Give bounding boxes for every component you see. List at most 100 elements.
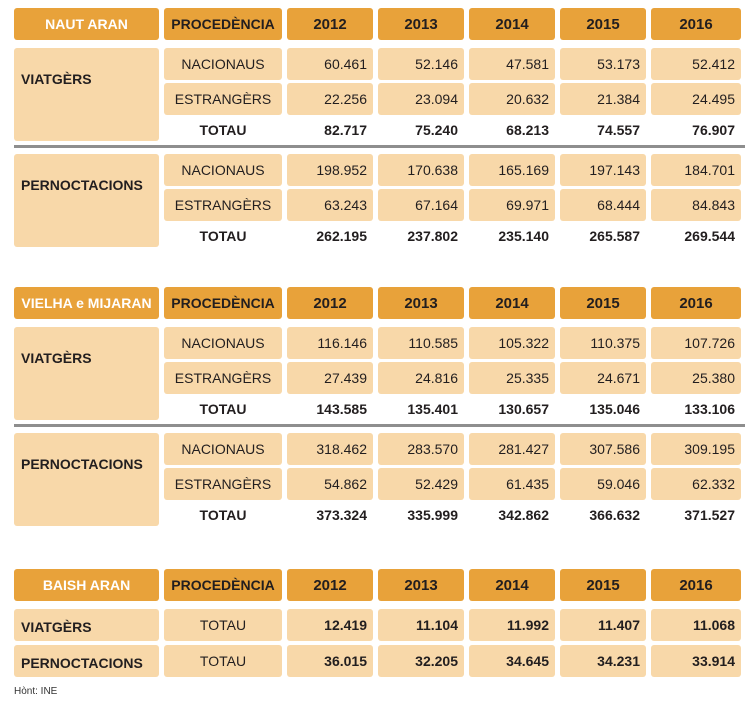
estrangers-value: 52.429: [378, 468, 464, 500]
total-label: TOTAU: [199, 506, 247, 523]
nacionaus-value: 283.570: [378, 433, 464, 465]
estrangers-value: 25.380: [651, 362, 741, 394]
header-row: NAUT ARAN PROCEDÈNCIA 2012 2013 2014 201…: [14, 8, 741, 40]
total-label: TOTAU: [199, 227, 247, 244]
total-value: 135.401: [407, 400, 458, 417]
total-value: 342.862: [498, 506, 549, 523]
estrangers-value: 67.164: [378, 189, 464, 221]
estrangers-value: 22.256: [287, 83, 373, 115]
estrangers-value: 20.632: [469, 83, 555, 115]
procedencia-header: PROCEDÈNCIA: [164, 569, 282, 601]
year-header: 2016: [651, 8, 741, 40]
total-value: 366.632: [589, 506, 640, 523]
year-header: 2013: [378, 569, 464, 601]
year-header: 2016: [651, 569, 741, 601]
section-title: VIELHA e MIJARAN: [14, 287, 159, 319]
procedencia-cell: ESTRANGÈRS: [164, 362, 282, 394]
year-header: 2014: [469, 569, 555, 601]
estrangers-value: 27.439: [287, 362, 373, 394]
total-value: 335.999: [407, 506, 458, 523]
nacionaus-value: 110.585: [378, 327, 464, 359]
estrangers-value: 24.671: [560, 362, 646, 394]
section-title: BAISH ARAN: [14, 569, 159, 601]
estrangers-value: 24.816: [378, 362, 464, 394]
procedencia-header: PROCEDÈNCIA: [164, 8, 282, 40]
procedencia-cell: NACIONAUS: [164, 327, 282, 359]
nacionaus-value: 198.952: [287, 154, 373, 186]
year-header: 2012: [287, 8, 373, 40]
total-value: 11.104: [378, 609, 464, 641]
nacionaus-value: 60.461: [287, 48, 373, 80]
nacionaus-value: 281.427: [469, 433, 555, 465]
nacionaus-value: 309.195: [651, 433, 741, 465]
nacionaus-value: 110.375: [560, 327, 646, 359]
total-value: 33.914: [651, 645, 741, 677]
total-value: 373.324: [316, 506, 367, 523]
group-label: VIATGÈRS: [14, 327, 159, 420]
procedencia-cell: ESTRANGÈRS: [164, 83, 282, 115]
total-label: TOTAU: [199, 400, 247, 417]
row-viatgers: VIATGÈRS TOTAU 12.419 11.104 11.992 11.4…: [14, 609, 741, 641]
year-header: 2013: [378, 287, 464, 319]
estrangers-value: 23.094: [378, 83, 464, 115]
total-value: 143.585: [316, 400, 367, 417]
total-value: 262.195: [316, 227, 367, 244]
table-baish-aran: BAISH ARAN PROCEDÈNCIA 2012 2013 2014 20…: [14, 569, 741, 677]
total-label: TOTAU: [199, 121, 247, 138]
group-label: PERNOCTACIONS: [14, 433, 159, 526]
estrangers-value: 61.435: [469, 468, 555, 500]
total-value: 135.046: [589, 400, 640, 417]
year-header: 2013: [378, 8, 464, 40]
nacionaus-value: 52.146: [378, 48, 464, 80]
total-value: 11.992: [469, 609, 555, 641]
nacionaus-value: 197.143: [560, 154, 646, 186]
table-naut-aran: NAUT ARAN PROCEDÈNCIA 2012 2013 2014 201…: [14, 8, 745, 247]
nacionaus-value: 170.638: [378, 154, 464, 186]
total-value: 36.015: [287, 645, 373, 677]
estrangers-value: 25.335: [469, 362, 555, 394]
nacionaus-value: 47.581: [469, 48, 555, 80]
procedencia-header: PROCEDÈNCIA: [164, 287, 282, 319]
year-header: 2016: [651, 287, 741, 319]
nacionaus-value: 105.322: [469, 327, 555, 359]
total-value: 237.802: [407, 227, 458, 244]
estrangers-value: 24.495: [651, 83, 741, 115]
total-value: 265.587: [589, 227, 640, 244]
procedencia-cell: TOTAU: [164, 645, 282, 677]
group-pernoctacions: PERNOCTACIONS NACIONAUS 318.462 283.570 …: [14, 433, 741, 526]
estrangers-value: 54.862: [287, 468, 373, 500]
estrangers-value: 84.843: [651, 189, 741, 221]
table-vielha-mijaran: VIELHA e MIJARAN PROCEDÈNCIA 2012 2013 2…: [14, 287, 745, 526]
procedencia-cell: TOTAU: [164, 609, 282, 641]
total-value: 12.419: [287, 609, 373, 641]
nacionaus-value: 184.701: [651, 154, 741, 186]
group-label: VIATGÈRS: [14, 48, 159, 141]
procedencia-cell: NACIONAUS: [164, 433, 282, 465]
year-header: 2014: [469, 287, 555, 319]
nacionaus-value: 52.412: [651, 48, 741, 80]
year-header: 2015: [560, 569, 646, 601]
nacionaus-value: 318.462: [287, 433, 373, 465]
procedencia-cell: ESTRANGÈRS: [164, 189, 282, 221]
nacionaus-value: 107.726: [651, 327, 741, 359]
total-value: 68.213: [506, 121, 549, 138]
total-value: 82.717: [324, 121, 367, 138]
estrangers-value: 21.384: [560, 83, 646, 115]
procedencia-cell: ESTRANGÈRS: [164, 468, 282, 500]
row-pernoctacions: PERNOCTACIONS TOTAU 36.015 32.205 34.645…: [14, 645, 741, 677]
total-value: 32.205: [378, 645, 464, 677]
group-separator: [14, 145, 745, 148]
group-label: VIATGÈRS: [14, 609, 159, 641]
estrangers-value: 69.971: [469, 189, 555, 221]
group-viatgers: VIATGÈRS NACIONAUS 60.461 52.146 47.581 …: [14, 48, 741, 141]
estrangers-value: 63.243: [287, 189, 373, 221]
total-value: 11.407: [560, 609, 646, 641]
year-header: 2015: [560, 287, 646, 319]
total-value: 235.140: [498, 227, 549, 244]
total-value: 74.557: [597, 121, 640, 138]
year-header: 2012: [287, 287, 373, 319]
group-pernoctacions: PERNOCTACIONS NACIONAUS 198.952 170.638 …: [14, 154, 741, 247]
year-header: 2015: [560, 8, 646, 40]
procedencia-cell: NACIONAUS: [164, 154, 282, 186]
nacionaus-value: 165.169: [469, 154, 555, 186]
